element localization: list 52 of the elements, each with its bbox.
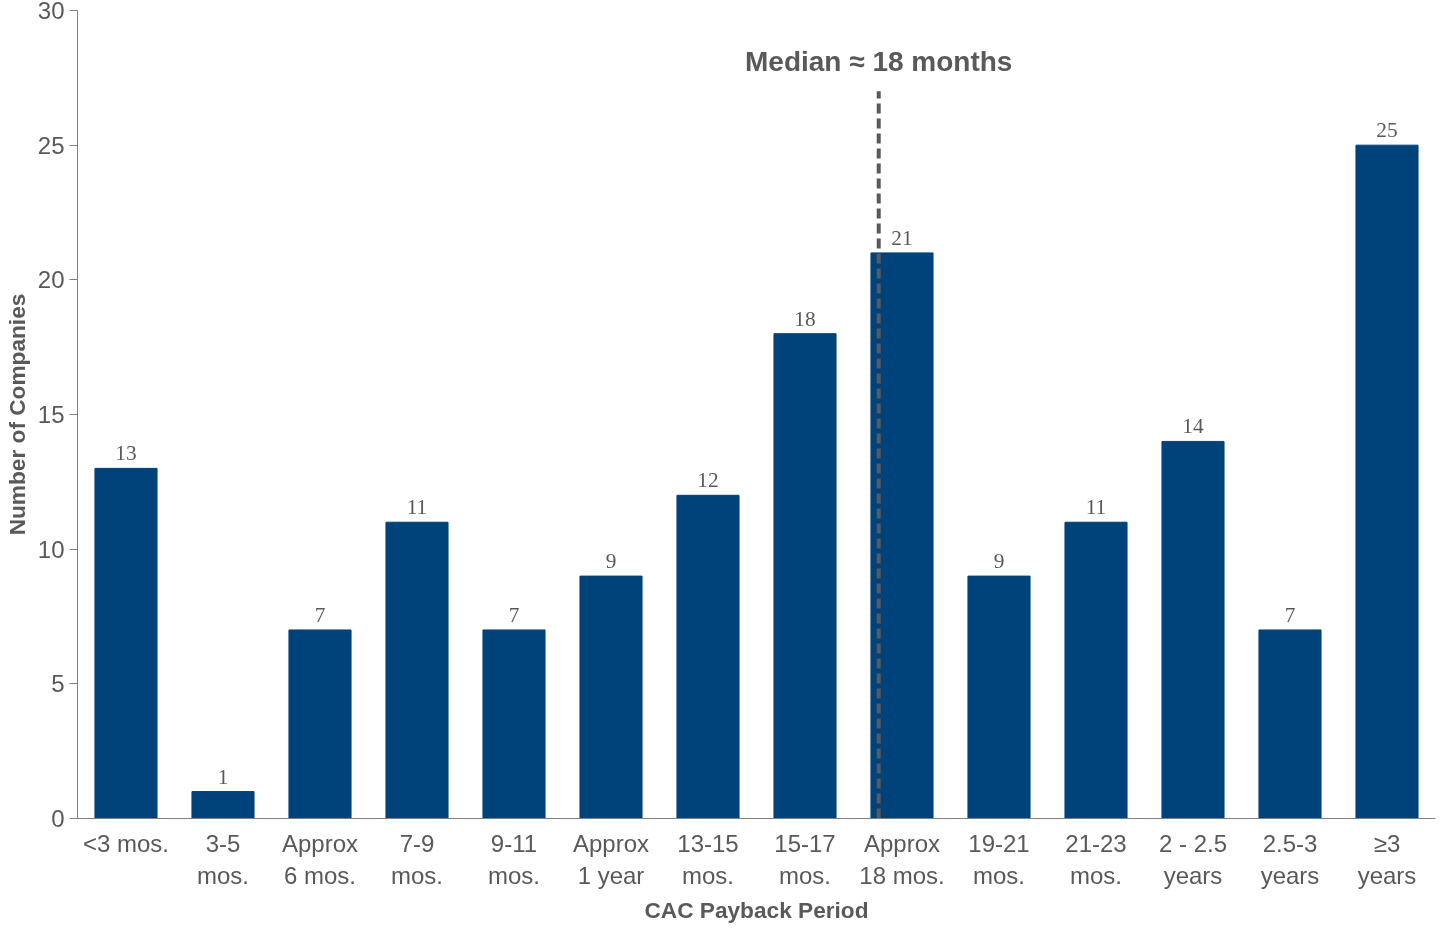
y-tick-label: 10 [37, 535, 65, 563]
bar [94, 467, 158, 819]
bar [676, 494, 740, 819]
x-tick-label: 7-9 mos. [391, 829, 444, 889]
x-tick-label: 9-11 mos. [488, 829, 541, 889]
x-tick-label: 3-5 mos. [197, 829, 250, 889]
x-tick-label: Approx 6 mos. [281, 829, 359, 889]
y-tick-label: 15 [37, 401, 65, 428]
bar [1161, 440, 1225, 819]
data-label: 1 [217, 764, 229, 789]
bar [482, 629, 546, 819]
data-label: 18 [794, 306, 816, 331]
data-label: 9 [605, 549, 617, 574]
ref-line-label: Median ≈ 18 months [745, 46, 1013, 78]
bar [385, 521, 449, 819]
data-label: 9 [993, 549, 1005, 574]
y-tick-label: 20 [37, 266, 65, 294]
x-tick-label: 21-23 mos. [1065, 829, 1127, 889]
data-label: 11 [1085, 495, 1107, 520]
data-label: 11 [406, 495, 428, 520]
y-tick-label: 30 [37, 0, 65, 24]
data-label: 7 [508, 602, 520, 627]
x-tick-label: 13-15 mos. [677, 829, 739, 889]
x-tick-label: 15-17 mos. [774, 829, 836, 889]
x-tick-label: 2 - 2.5 years [1158, 829, 1228, 889]
y-tick-label: 25 [37, 131, 65, 159]
x-tick-label: ≥3 years [1357, 829, 1417, 889]
bar [1258, 629, 1322, 819]
data-label: 25 [1376, 118, 1398, 143]
bar [1355, 144, 1419, 819]
data-label: 14 [1182, 414, 1204, 439]
x-tick-label: Approx 1 year [572, 829, 650, 889]
data-label: 21 [891, 225, 913, 250]
data-label: 13 [115, 441, 137, 466]
x-tick-label: 19-21 mos. [968, 829, 1030, 889]
y-tick-label: 0 [51, 805, 65, 832]
bar [579, 575, 643, 819]
bar [967, 575, 1031, 819]
data-label: 12 [697, 468, 719, 493]
data-label: 7 [1284, 602, 1296, 627]
y-tick-label: 5 [51, 670, 65, 698]
y-axis-title: Number of Companies [3, 293, 30, 536]
data-label: 7 [314, 602, 326, 627]
x-axis-title: CAC Payback Period [644, 896, 869, 923]
bar [191, 791, 255, 819]
bar [870, 252, 934, 819]
bar [773, 333, 837, 819]
bar [1064, 521, 1128, 819]
x-tick-label: Approx 18 mos. [859, 829, 945, 889]
x-tick-label: 2.5-3 years [1260, 829, 1320, 889]
x-tick-label: <3 mos. [82, 829, 170, 857]
bar [288, 629, 352, 819]
